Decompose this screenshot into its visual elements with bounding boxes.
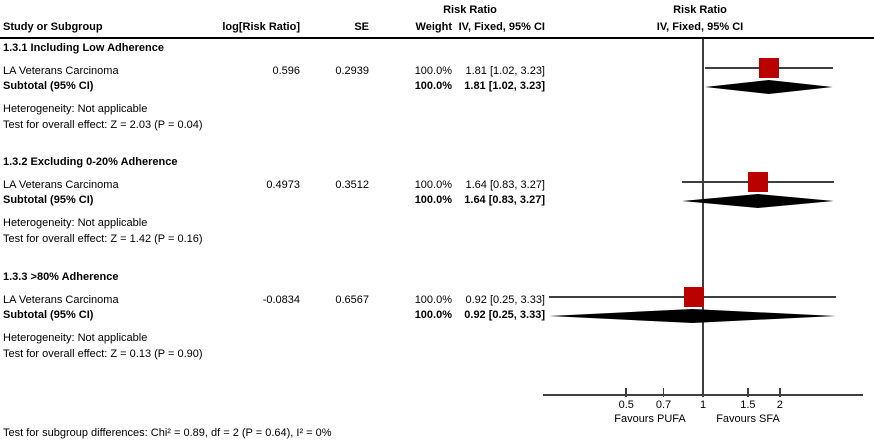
study-log-rr: 0.4973 [266, 179, 300, 191]
axis-tick-label: 1.5 [740, 399, 756, 411]
axis-tick-label: 0.5 [618, 399, 634, 411]
axis-tick-label: 1 [699, 399, 707, 411]
study-name: LA Veterans Carcinoma [3, 65, 119, 77]
favours-right-label: Favours SFA [716, 413, 780, 425]
subtotal-effect-ci: 1.64 [0.83, 3.27] [464, 194, 545, 206]
study-name: LA Veterans Carcinoma [3, 294, 119, 306]
subtotal-diamond [549, 309, 837, 323]
study-weight: 100.0% [414, 294, 452, 306]
study-se: 0.2939 [335, 65, 369, 77]
column-header-effect-ci: IV, Fixed, 95% CI [458, 21, 545, 33]
study-effect-ci: 0.92 [0.25, 3.33] [465, 294, 545, 306]
heterogeneity-note: Heterogeneity: Not applicable [3, 332, 148, 344]
subgroup-title: 1.3.1 Including Low Adherence [3, 42, 164, 54]
null-effect-line [702, 39, 704, 395]
study-weight: 100.0% [414, 65, 452, 77]
subtotal-diamond [682, 194, 835, 208]
subgroup-title: 1.3.3 >80% Adherence [3, 271, 119, 283]
effect-point-square [683, 287, 704, 307]
effect-point-square [747, 172, 768, 192]
overall-effect-note: Test for overall effect: Z = 0.13 (P = 0… [3, 348, 203, 360]
axis-tick [625, 388, 627, 397]
subtotal-weight: 100.0% [414, 80, 452, 92]
axis-tick [702, 388, 704, 397]
study-se: 0.3512 [335, 179, 369, 191]
subtotal-weight: 100.0% [414, 309, 452, 321]
overall-effect-note: Test for overall effect: Z = 2.03 (P = 0… [3, 119, 203, 131]
column-header-log-risk-ratio: log[Risk Ratio] [222, 21, 300, 33]
effect-point-square [758, 58, 779, 78]
subgroup-title: 1.3.2 Excluding 0-20% Adherence [3, 156, 178, 168]
subtotal-effect-ci: 1.81 [1.02, 3.23] [464, 80, 545, 92]
favours-left-label: Favours PUFA [614, 413, 686, 425]
heterogeneity-note: Heterogeneity: Not applicable [3, 103, 148, 115]
stat-effect-header-line1: Risk Ratio [443, 4, 497, 16]
subtotal-effect-ci: 0.92 [0.25, 3.33] [464, 309, 545, 321]
axis-tick [779, 388, 781, 397]
overall-effect-note: Test for overall effect: Z = 1.42 (P = 0… [3, 233, 203, 245]
subtotal-label: Subtotal (95% CI) [3, 309, 94, 321]
column-header-study: Study or Subgroup [3, 21, 103, 33]
axis-tick-label: 0.7 [655, 399, 672, 411]
axis-tick [747, 388, 749, 397]
subtotal-label: Subtotal (95% CI) [3, 194, 94, 206]
heterogeneity-note: Heterogeneity: Not applicable [3, 217, 148, 229]
study-name: LA Veterans Carcinoma [3, 179, 119, 191]
subtotal-weight: 100.0% [414, 194, 452, 206]
column-header-se: SE [354, 21, 369, 33]
subgroup-difference-test: Test for subgroup differences: Chi² = 0.… [3, 427, 332, 439]
subtotal-diamond [705, 80, 833, 94]
column-header-weight: Weight [415, 21, 452, 33]
study-se: 0.6567 [335, 294, 369, 306]
plot-effect-header-line2: IV, Fixed, 95% CI [656, 21, 744, 33]
study-log-rr: -0.0834 [262, 294, 300, 306]
plot-effect-header-line1: Risk Ratio [673, 4, 727, 16]
study-weight: 100.0% [414, 179, 452, 191]
header-rule [0, 37, 874, 39]
study-log-rr: 0.596 [272, 65, 300, 77]
study-effect-ci: 1.81 [1.02, 3.23] [465, 65, 545, 77]
subtotal-label: Subtotal (95% CI) [3, 80, 94, 92]
axis-tick [662, 388, 665, 397]
study-effect-ci: 1.64 [0.83, 3.27] [465, 179, 545, 191]
axis-tick-label: 2 [776, 399, 783, 411]
